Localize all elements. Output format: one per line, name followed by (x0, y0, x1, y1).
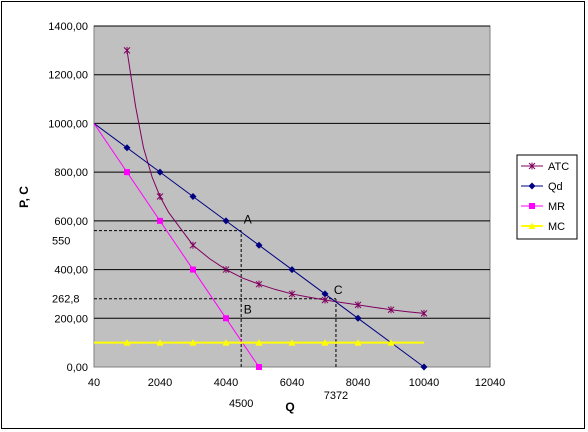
series-line-atc (126, 50, 425, 314)
legend-label-mc: MC (548, 221, 565, 233)
point-atc-1 (156, 193, 164, 200)
legend-marker-qd (528, 182, 536, 190)
legend-label-atc: ATC (548, 161, 569, 173)
y-tick-label: 1400,00 (48, 21, 88, 33)
legend: ATC Qd MR MC (516, 154, 578, 240)
point-atc-7 (354, 301, 362, 309)
point-atc-9 (420, 309, 428, 317)
point-mc-6 (321, 339, 329, 346)
point-mc-2 (189, 339, 197, 346)
y-tick-label: 800,00 (54, 167, 88, 179)
point-atc-5 (288, 290, 296, 298)
point-atc-4 (255, 280, 263, 288)
point-qd-5 (288, 266, 296, 274)
gridlines (94, 25, 490, 319)
point-qd-1 (156, 168, 164, 176)
point-mr-4 (256, 364, 262, 370)
y-tick-label: 1200,00 (48, 70, 88, 82)
point-mc-4 (255, 339, 263, 346)
point-qd-7 (354, 314, 362, 322)
legend-marker-mr (529, 203, 535, 209)
y-annotation: 262,8 (52, 293, 80, 305)
legend-marker-atc (528, 162, 536, 170)
x-axis-title: Q (285, 400, 294, 414)
point-qd-2 (189, 193, 197, 200)
point-atc-2 (189, 241, 197, 249)
y-tick-label: 0,00 (67, 362, 88, 374)
y-annotation: 550 (52, 235, 70, 247)
point-mc-1 (156, 339, 164, 346)
point-label-b: B (244, 302, 252, 316)
point-qd-3 (222, 217, 230, 225)
point-label-c: C (334, 283, 343, 297)
y-tick-labels: 0,00 200,00 400,00 600,00 800,00 1000,00 1200,… (48, 21, 88, 374)
legend-marker-mc (528, 222, 536, 229)
plot-area (93, 25, 491, 368)
x-tick-label: 4040 (214, 377, 238, 389)
point-mr-2 (190, 266, 196, 273)
x-annotation: 4500 (229, 398, 253, 410)
x-tick-label: 40 (88, 377, 100, 389)
point-qd-6 (321, 290, 329, 298)
y-tick-label: 400,00 (54, 265, 88, 277)
point-atc-8 (387, 306, 395, 314)
y-tick-label: 600,00 (54, 216, 88, 228)
x-tick-labels: 40 2040 4040 6040 8040 10040 12040 (88, 377, 505, 389)
point-mc-3 (222, 339, 230, 346)
point-qd-0 (123, 144, 131, 152)
point-atc-6 (321, 296, 329, 304)
point-qd-8 (420, 363, 428, 371)
y-tick-label: 1000,00 (48, 118, 88, 130)
point-atc-3 (222, 266, 230, 274)
x-tick-label: 8040 (346, 377, 370, 389)
y-tick-label: 200,00 (54, 313, 88, 325)
point-mr-0 (124, 169, 130, 176)
point-mc-5 (288, 339, 296, 346)
point-mc-0 (123, 339, 131, 346)
legend-label-qd: Qd (548, 181, 563, 193)
x-tick-label: 12040 (475, 377, 506, 389)
reference-lines (94, 230, 337, 367)
x-tick-label: 2040 (148, 377, 172, 389)
series-line-mr (93, 123, 260, 368)
x-tick-label: 10040 (409, 377, 440, 389)
y-axis-title: P, C (17, 186, 31, 208)
point-atc-0 (123, 46, 131, 54)
x-annotation: 7372 (324, 390, 348, 402)
series-markers (123, 46, 428, 371)
point-qd-4 (255, 241, 263, 249)
point-mc-8 (387, 339, 395, 346)
point-mr-3 (223, 315, 229, 322)
point-label-a: A (244, 212, 252, 226)
legend-label-mr: MR (548, 201, 565, 213)
x-tick-label: 6040 (280, 377, 304, 389)
annotations: 550 262,8 4500 7372 A B C (52, 212, 348, 410)
point-mc-7 (354, 339, 362, 346)
point-mr-1 (157, 217, 163, 224)
